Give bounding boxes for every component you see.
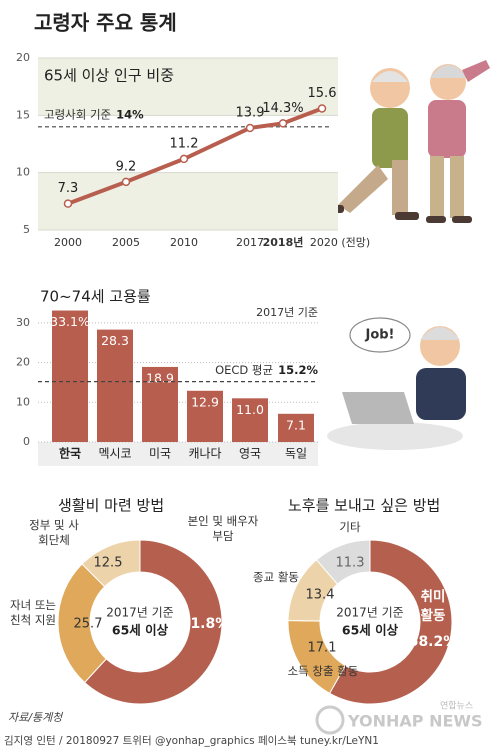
value-label: 14.3% <box>262 101 303 116</box>
slice-label: 종교 활동 <box>253 570 299 584</box>
value-label: 28.3 <box>101 333 129 348</box>
x-tick-label: 미국 <box>149 447 171 461</box>
x-tick-label: 2000 <box>54 236 82 249</box>
pie-slice <box>328 539 453 705</box>
value-label: 9.2 <box>116 159 137 174</box>
bar <box>232 398 268 442</box>
point-marker <box>245 123 255 133</box>
value-label: 11.3 <box>336 556 365 571</box>
category-band <box>38 442 318 466</box>
illustration-couple <box>318 60 490 223</box>
value-label: 13.9 <box>236 105 265 120</box>
value-label: 11.2 <box>170 136 199 151</box>
logo: YONHAP NEWS 연합뉴스 <box>315 701 483 735</box>
point-marker <box>278 119 288 128</box>
bar <box>142 366 178 442</box>
x-tick-label: 한국 <box>59 446 81 461</box>
x-tick-label: 2018년 <box>263 235 304 249</box>
reference-label: 고령사회 기준 <box>44 107 111 121</box>
bar <box>97 329 133 442</box>
y-tick-label: 10 <box>16 395 30 408</box>
center-note: 2017년 기준 <box>106 606 173 620</box>
point-marker <box>179 154 189 164</box>
value-label: 13.4 <box>306 588 335 603</box>
center-note: 2017년 기준 <box>336 606 403 620</box>
y-tick-label: 30 <box>16 316 30 329</box>
y-tick-label: 10 <box>16 166 30 179</box>
page-title: 고령자 주요 통계 <box>34 11 177 35</box>
reference-value: 15.2% <box>278 363 318 377</box>
pie-slice <box>81 539 141 588</box>
value-label: 15.6 <box>308 86 337 101</box>
slice-label: 소득 창출 활동 <box>287 664 359 678</box>
value-label: 17.1 <box>308 641 337 656</box>
slice-label: 취미 활동 <box>420 589 446 624</box>
value-label: 11.0 <box>236 402 264 417</box>
value-label: 7.1 <box>286 417 306 432</box>
reference-value: 14% <box>116 107 144 121</box>
logo-korean: 연합뉴스 <box>440 701 473 712</box>
value-label: 61.8% <box>181 616 230 632</box>
chart-subtitle: 70~74세 고용률 <box>40 288 151 306</box>
line-series <box>67 106 323 206</box>
y-tick-label: 20 <box>16 51 30 64</box>
value-label: 12.9 <box>191 394 219 409</box>
value-label: 58.2% <box>409 634 458 650</box>
x-tick-label: 멕시코 <box>98 447 131 461</box>
logo-text: YONHAP NEWS <box>347 712 483 731</box>
bar <box>52 310 88 442</box>
chart-note: 2017년 기준 <box>256 306 318 319</box>
reference-label: OECD 평균 <box>215 363 273 377</box>
source: 자료/통계청 <box>8 711 64 724</box>
chart-subtitle: 노후를 보내고 싶은 방법 <box>288 497 440 515</box>
center-label: 65세 이상 <box>112 623 169 638</box>
pie-slice <box>315 539 371 585</box>
chart-subtitle: 생활비 마련 방법 <box>58 497 164 515</box>
plot-band <box>38 172 338 230</box>
credit: 김지영 인턴 / 20180927 트위터 @yonhap_graphics 페… <box>4 734 379 747</box>
chart-subtitle: 65세 이상 인구 비중 <box>44 67 174 85</box>
y-tick-label: 15 <box>16 108 30 121</box>
x-tick-label: 캐나다 <box>188 447 221 461</box>
slice-label: 자녀 또는 친척 지원 <box>10 598 56 627</box>
x-tick-label: 2010 <box>170 236 198 249</box>
value-label: 33.1% <box>50 314 90 329</box>
illustration-worker: Job! <box>327 317 466 450</box>
bar <box>187 390 223 442</box>
slice-label: 정부 및 사회단체 <box>29 518 79 547</box>
slice-label: 기타 <box>339 520 361 534</box>
value-label: 12.5 <box>94 556 123 571</box>
point-marker <box>121 177 131 187</box>
x-tick-label: 영국 <box>239 447 261 461</box>
point-marker <box>63 199 73 208</box>
y-tick-label: 5 <box>23 223 30 236</box>
value-label: 7.3 <box>58 181 79 196</box>
value-label: 25.7 <box>74 617 103 632</box>
x-tick-label: 2005 <box>112 236 140 249</box>
y-tick-label: 0 <box>23 435 30 448</box>
y-tick-label: 20 <box>16 356 30 369</box>
value-label: 18.9 <box>146 370 174 385</box>
pie-slice <box>83 539 223 705</box>
bar <box>278 413 314 442</box>
speech-bubble: Job! <box>364 328 394 343</box>
x-tick-label: 2017 <box>236 236 264 249</box>
point-marker <box>317 104 327 113</box>
plot-band <box>38 58 338 116</box>
slice-label: 본인 및 배우자 부담 <box>187 514 259 543</box>
x-tick-label: 독일 <box>285 447 307 461</box>
center-label: 65세 이상 <box>342 623 399 638</box>
x-tick-label: 2020 (전망) <box>310 236 370 249</box>
